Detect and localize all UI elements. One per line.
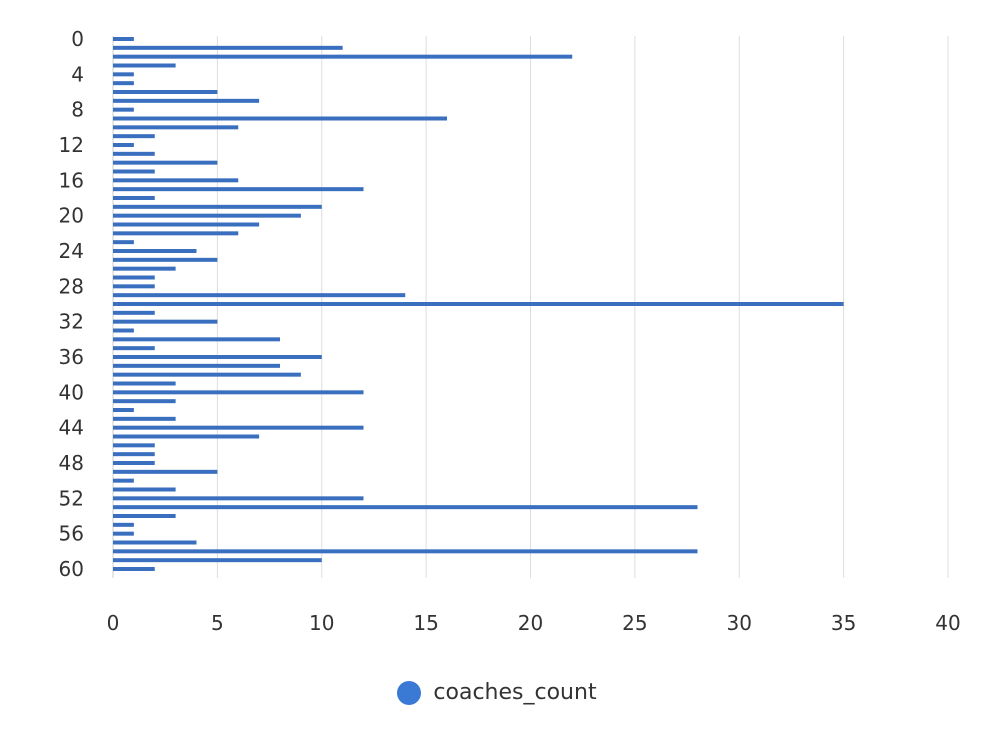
bar[interactable] <box>113 514 176 518</box>
bar[interactable] <box>113 116 447 121</box>
y-tick-label: 52 <box>59 486 84 510</box>
bar[interactable] <box>113 540 197 545</box>
bar[interactable] <box>113 505 698 510</box>
bar[interactable] <box>113 434 260 439</box>
y-tick-label: 20 <box>59 204 84 228</box>
y-tick-label: 32 <box>59 310 84 334</box>
bar[interactable] <box>113 310 155 315</box>
y-tick-label: 44 <box>59 416 84 440</box>
x-axis: 0 5 10 15 20 25 30 35 40 <box>107 611 961 635</box>
bar[interactable] <box>113 213 301 218</box>
y-tick-label: 36 <box>59 345 84 369</box>
bar[interactable] <box>113 293 406 298</box>
bar[interactable] <box>113 372 301 377</box>
legend-swatch-icon <box>397 680 422 705</box>
bar[interactable] <box>113 196 155 200</box>
bar[interactable] <box>113 257 218 262</box>
y-tick-label: 60 <box>59 557 84 581</box>
x-tick-label: 0 <box>107 611 120 635</box>
bar[interactable] <box>113 496 364 501</box>
y-tick-label: 4 <box>71 62 84 86</box>
bar[interactable] <box>113 425 364 430</box>
bar[interactable] <box>113 151 155 156</box>
x-tick-label: 15 <box>413 611 438 635</box>
bar[interactable] <box>113 558 322 563</box>
y-tick-label: 40 <box>59 380 84 404</box>
y-tick-label: 0 <box>71 27 84 51</box>
bar[interactable] <box>113 549 698 554</box>
bar[interactable] <box>113 478 134 483</box>
bar[interactable] <box>113 319 218 324</box>
bar[interactable] <box>113 90 218 94</box>
bar[interactable] <box>113 487 176 492</box>
y-tick-label: 56 <box>59 522 84 546</box>
bar[interactable] <box>113 328 134 333</box>
bar[interactable] <box>113 408 134 412</box>
bar[interactable] <box>113 54 573 59</box>
bar[interactable] <box>113 231 239 236</box>
x-tick-label: 30 <box>727 611 752 635</box>
bar[interactable] <box>113 337 280 342</box>
x-tick-label: 20 <box>518 611 543 635</box>
bar[interactable] <box>113 522 134 527</box>
bar[interactable] <box>113 63 176 68</box>
bar[interactable] <box>113 187 364 192</box>
bar[interactable] <box>113 204 322 209</box>
bar[interactable] <box>113 302 844 306</box>
bar[interactable] <box>113 416 176 421</box>
bar[interactable] <box>113 169 155 174</box>
y-tick-label: 48 <box>59 451 84 475</box>
x-tick-label: 25 <box>622 611 647 635</box>
bar[interactable] <box>113 134 155 139</box>
bar[interactable] <box>113 160 218 165</box>
bar[interactable] <box>113 399 176 404</box>
bar[interactable] <box>113 45 343 50</box>
bar[interactable] <box>113 381 176 386</box>
x-tick-label: 35 <box>831 611 856 635</box>
bar[interactable] <box>113 452 155 457</box>
bar[interactable] <box>113 284 155 289</box>
bars <box>113 37 844 571</box>
bar[interactable] <box>113 178 239 183</box>
bar[interactable] <box>113 443 155 448</box>
x-tick-label: 40 <box>935 611 960 635</box>
x-tick-label: 10 <box>309 611 334 635</box>
y-tick-label: 16 <box>59 168 84 192</box>
y-tick-label: 12 <box>59 133 84 157</box>
bar[interactable] <box>113 567 155 571</box>
y-tick-label: 24 <box>59 239 84 263</box>
bar[interactable] <box>113 81 134 86</box>
bar[interactable] <box>113 363 280 368</box>
bar[interactable] <box>113 72 134 77</box>
bar[interactable] <box>113 355 322 359</box>
x-tick-label: 5 <box>211 611 224 635</box>
bar[interactable] <box>113 222 260 227</box>
y-tick-label: 8 <box>71 98 84 122</box>
bar[interactable] <box>113 37 134 41</box>
bar[interactable] <box>113 469 218 474</box>
bar[interactable] <box>113 240 134 245</box>
y-tick-label: 28 <box>59 274 84 298</box>
bar[interactable] <box>113 275 155 280</box>
bar[interactable] <box>113 346 155 351</box>
legend-label: coaches_count <box>433 680 597 705</box>
bar[interactable] <box>113 143 134 147</box>
bar[interactable] <box>113 390 364 395</box>
legend[interactable]: coaches_count <box>0 680 994 705</box>
bar[interactable] <box>113 266 176 271</box>
bar[interactable] <box>113 531 134 536</box>
bar[interactable] <box>113 98 260 103</box>
bar[interactable] <box>113 107 134 112</box>
bar[interactable] <box>113 249 197 253</box>
bar[interactable] <box>113 461 155 465</box>
bar[interactable] <box>113 125 239 130</box>
